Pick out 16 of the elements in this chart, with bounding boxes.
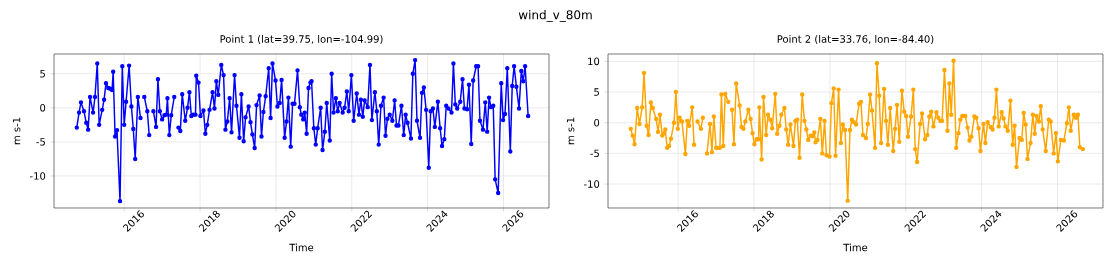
text: wind_v_80m — [518, 10, 592, 22]
x-axis-title: Time — [843, 243, 868, 252]
y-tick-label: 0 — [40, 104, 46, 112]
chart-title: Point 2 (lat=33.76, lon=-84.40) — [777, 35, 934, 44]
x-axis-title: Time — [289, 243, 314, 252]
y-tick-label: 10 — [588, 57, 600, 66]
y-tick-label: 5 — [594, 88, 599, 96]
y-tick-label: 0 — [594, 118, 600, 127]
y-tick-label: -10 — [30, 172, 46, 180]
y-tick-label: -5 — [590, 149, 599, 158]
chart-title: Point 1 (lat=39.75, lon=-104.99) — [220, 35, 383, 44]
y-axis-title: m s-1 — [12, 117, 21, 145]
y-tick-label: -5 — [36, 138, 45, 146]
y-tick-label: -10 — [583, 180, 600, 188]
y-axis-title: m s-1 — [566, 117, 575, 145]
y-tick-label: 5 — [40, 70, 45, 78]
